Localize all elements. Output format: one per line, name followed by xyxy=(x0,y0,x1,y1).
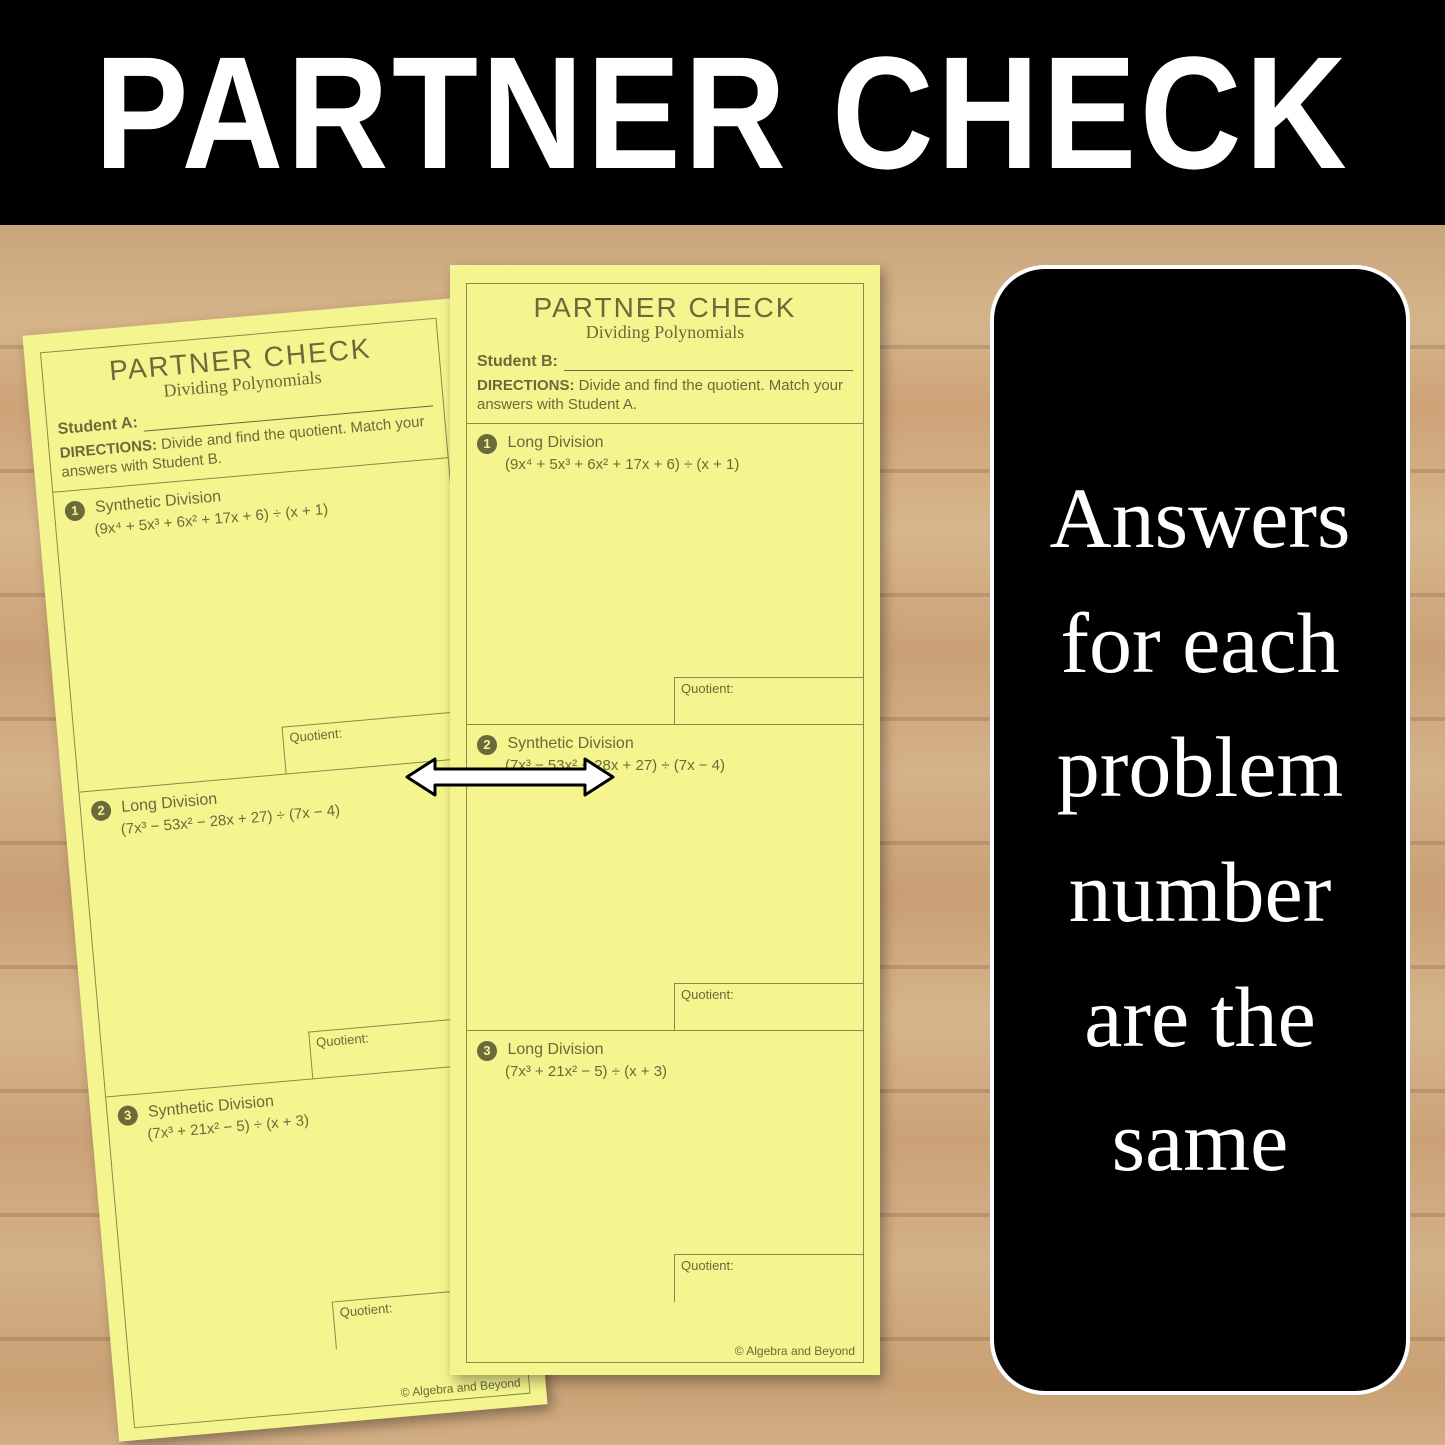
quotient-label: Quotient: xyxy=(289,725,343,745)
quotient-box: Quotient: xyxy=(674,1254,864,1302)
worksheet-b-header: PARTNER CHECK Dividing Polynomials xyxy=(467,284,863,347)
banner-title: PARTNER CHECK xyxy=(95,21,1351,205)
quotient-label: Quotient: xyxy=(681,1258,734,1273)
student-b-name-line xyxy=(564,357,853,371)
problem-number-badge: 3 xyxy=(477,1041,497,1061)
problem-number-badge: 1 xyxy=(64,500,86,522)
student-b-label: Student B: xyxy=(477,353,558,371)
quotient-box: Quotient: xyxy=(674,983,864,1031)
callout-panel: Answers for each problem number are the … xyxy=(990,265,1410,1395)
directions-b: DIRECTIONS: Divide and find the quotient… xyxy=(467,375,863,423)
problem-b-3: 3 Long Division (7x³ + 21x² − 5) ÷ (x + … xyxy=(467,1031,863,1301)
title-banner: PARTNER CHECK xyxy=(0,0,1445,225)
worksheet-student-b: PARTNER CHECK Dividing Polynomials Stude… xyxy=(450,265,880,1375)
quotient-label: Quotient: xyxy=(681,987,734,1002)
worksheet-b-title: PARTNER CHECK xyxy=(475,292,855,324)
copyright-a: © Algebra and Beyond xyxy=(400,1375,521,1399)
wood-background: PARTNER CHECK Dividing Polynomials Stude… xyxy=(0,225,1445,1445)
problem-expression: (7x³ + 21x² − 5) ÷ (x + 3) xyxy=(505,1063,853,1080)
quotient-label: Quotient: xyxy=(339,1300,393,1320)
problem-method: Long Division xyxy=(507,1041,603,1059)
problem-a-2: 2 Long Division (7x³ − 53x² − 28x + 27) … xyxy=(79,758,500,1096)
quotient-label: Quotient: xyxy=(681,681,734,696)
directions-b-label: DIRECTIONS: xyxy=(477,377,575,394)
problem-number-badge: 3 xyxy=(117,1104,139,1126)
worksheet-b-subtitle: Dividing Polynomials xyxy=(475,322,855,343)
callout-text: Answers for each problem number are the … xyxy=(1019,456,1381,1204)
student-b-name-row: Student B: xyxy=(467,347,863,375)
student-a-label: Student A: xyxy=(57,414,139,439)
quotient-box: Quotient: xyxy=(674,677,864,725)
problem-b-1: 1 Long Division (9x⁴ + 5x³ + 6x² + 17x +… xyxy=(467,424,863,724)
quotient-label: Quotient: xyxy=(315,1030,369,1050)
worksheet-b-frame: PARTNER CHECK Dividing Polynomials Stude… xyxy=(466,283,864,1363)
double-arrow-icon xyxy=(405,755,615,799)
problem-expression: (9x⁴ + 5x³ + 6x² + 17x + 6) ÷ (x + 1) xyxy=(505,456,853,473)
problem-number-badge: 2 xyxy=(477,735,497,755)
problem-number-badge: 2 xyxy=(90,799,112,821)
copyright-b: © Algebra and Beyond xyxy=(735,1344,855,1358)
problem-method: Synthetic Division xyxy=(507,735,633,753)
problem-a-1: 1 Synthetic Division (9x⁴ + 5x³ + 6x² + … xyxy=(53,458,474,791)
problem-number-badge: 1 xyxy=(477,434,497,454)
problem-method: Long Division xyxy=(507,434,603,452)
